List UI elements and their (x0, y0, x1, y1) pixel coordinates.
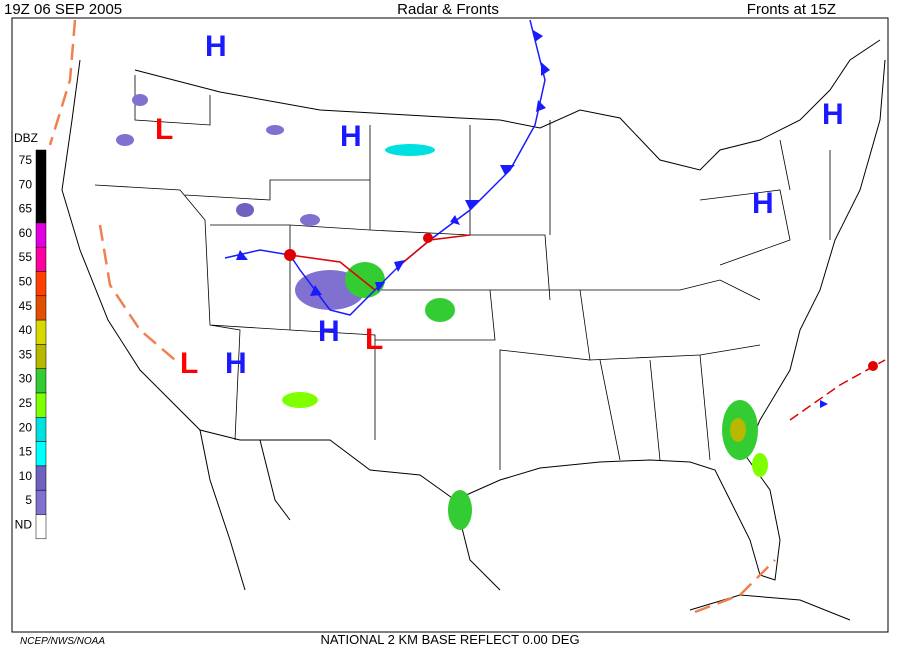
echo (132, 94, 148, 106)
legend-label: 75 (19, 153, 33, 167)
echo (300, 214, 320, 226)
legend-swatch (35, 295, 47, 321)
header-time: 19Z 06 SEP 2005 (4, 1, 122, 18)
echo (266, 125, 284, 135)
dry-lines (48, 19, 776, 614)
legend-swatch (35, 222, 47, 248)
pressure-center: H (752, 187, 774, 220)
border-canada (134, 39, 881, 171)
legend-label: 50 (19, 275, 33, 289)
legend-title: DBZ (14, 131, 38, 145)
pressure-centers: H L H H H H L L H (155, 30, 844, 380)
pressure-center: H (318, 315, 340, 348)
pressure-center: L (155, 113, 173, 146)
pressure-center: L (180, 347, 198, 380)
legend-label: 30 (19, 372, 33, 386)
legend-label: 5 (25, 493, 32, 507)
legend-label: 60 (19, 226, 33, 240)
legend-swatch (35, 149, 47, 175)
header-fronts: Fronts at 15Z (747, 1, 836, 18)
radar-echoes (116, 94, 768, 530)
legend-swatch (35, 368, 47, 394)
echo (730, 418, 746, 442)
legend-label: 10 (19, 469, 33, 483)
footer-product: NATIONAL 2 KM BASE REFLECT 0.00 DEG (320, 632, 579, 647)
legend-swatch (35, 246, 47, 272)
legend-swatch (35, 514, 47, 540)
pressure-center: H (822, 98, 844, 131)
front-triangles (236, 30, 828, 408)
legend-label: 65 (19, 202, 33, 216)
legend-swatch (35, 392, 47, 418)
pressure-center: H (340, 120, 362, 153)
legend-label: 15 (19, 445, 33, 459)
legend-label: 25 (19, 396, 33, 410)
legend-swatch (35, 465, 47, 491)
coastline-west (61, 59, 241, 441)
dbz-legend: DBZ 75 70 65 60 55 50 45 40 35 30 25 20 15 10 5 ND (14, 131, 47, 540)
pressure-center: H (225, 347, 247, 380)
legend-label: 20 (19, 420, 33, 434)
echo (236, 203, 254, 217)
map-frame (11, 17, 889, 633)
legend-label: 45 (19, 299, 33, 313)
echo (116, 134, 134, 146)
legend-swatch (35, 489, 47, 515)
echo (752, 453, 768, 477)
baja (199, 429, 291, 591)
border-mexico (240, 439, 501, 591)
legend-label: 35 (19, 347, 33, 361)
legend-label: 70 (19, 177, 33, 191)
echo (282, 392, 318, 408)
legend-label: 40 (19, 323, 33, 337)
echo (425, 298, 455, 322)
legend-swatch (35, 344, 47, 369)
legend-swatch (35, 271, 47, 297)
legend-label: ND (15, 518, 33, 532)
legend-swatch (35, 441, 47, 467)
coastline-gulf (454, 59, 886, 581)
footer-credit: NCEP/NWS/NOAA (20, 636, 105, 647)
legend-swatch (35, 417, 47, 442)
legend-swatch (35, 174, 47, 199)
legend-label: 55 (19, 250, 33, 264)
echo (448, 490, 472, 530)
front-semicircles (284, 233, 878, 371)
legend-swatch (35, 319, 47, 345)
pressure-center: L (365, 323, 383, 356)
echo (385, 144, 435, 156)
echo (345, 262, 385, 298)
pressure-center: H (205, 30, 227, 63)
cuba (689, 594, 851, 621)
header-title: Radar & Fronts (397, 1, 499, 18)
fronts (48, 19, 886, 614)
legend-swatch (35, 198, 47, 224)
